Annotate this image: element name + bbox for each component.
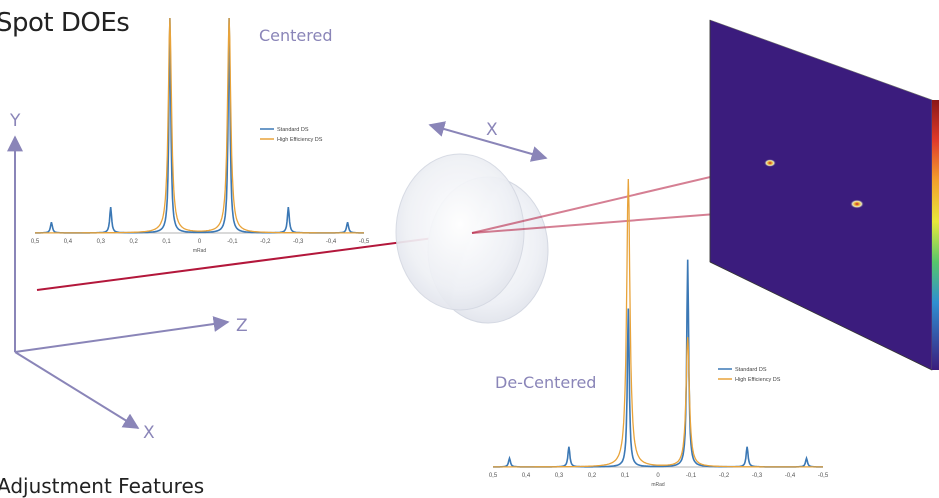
x-tick-label: 0,2 — [588, 473, 597, 479]
x-tick-label: 0,4 — [64, 239, 73, 245]
spot-upper — [764, 159, 776, 167]
x-tick-label: -0,3 — [293, 239, 304, 245]
legend-entry: Standard DS — [735, 367, 767, 373]
x-axis-title: mRad — [651, 482, 665, 488]
chart-centered: 0,5 0,4 0,3 0,2 0,1 0 -0,1 -0,2 -0,3 -0,4 -0,5 mRad… — [31, 17, 370, 254]
legend-entry: High Efficiency DS — [277, 137, 323, 143]
chart-label-decentered: De-Centered — [495, 373, 597, 392]
x-tick-label: 0 — [198, 239, 202, 245]
axis-label-x: X — [143, 423, 155, 443]
x-tick-label: 0 — [656, 473, 660, 479]
legend-entry: High Efficiency DS — [735, 377, 781, 383]
x-tick-label: -0,1 — [686, 473, 697, 479]
series-line-high-efficiency — [35, 17, 364, 234]
legend-entry: Standard DS — [277, 127, 309, 133]
x-tick-label: 0,3 — [97, 239, 106, 245]
axis-label-y: Y — [10, 111, 21, 131]
series-line-standard — [35, 17, 364, 234]
x-tick-label: -0,1 — [227, 239, 238, 245]
x-tick-label: -0,3 — [752, 473, 763, 479]
detector-screen — [709, 19, 939, 371]
x-tick-label: 0,2 — [130, 239, 139, 245]
x-tick-label: -0,2 — [719, 473, 730, 479]
x-tick-label: 0,5 — [31, 239, 40, 245]
x-tick-label: -0,4 — [326, 239, 337, 245]
x-tick-label: -0,4 — [785, 473, 796, 479]
optical-diagram: 0,5 0,4 0,3 0,2 0,1 0 -0,1 -0,2 -0,3 -0,4 -0,5 mRad… — [7, 17, 939, 488]
x-axis-arrow — [14, 351, 140, 429]
x-tick-label: -0,2 — [260, 239, 271, 245]
x-tick-label: 0,1 — [162, 239, 171, 245]
lens — [395, 153, 549, 324]
colorbar — [932, 100, 939, 370]
x-axis-title: mRad — [193, 248, 207, 254]
z-axis-arrow — [14, 316, 230, 353]
coordinate-axes — [7, 135, 230, 429]
x-tick-label: 0,1 — [621, 473, 630, 479]
series-line-high-efficiency — [493, 178, 823, 468]
chart-decentered: 0,5 0,4 0,3 0,2 0,1 0 -0,1 -0,2 -0,3 -0,4 -0,5 mRad… — [489, 178, 829, 488]
page-title: Spot DOEs — [0, 8, 130, 38]
spot-lower — [850, 199, 864, 209]
lens-motion-arrow — [428, 121, 548, 162]
x-tick-label: -0,5 — [359, 239, 370, 245]
x-tick-label: 0,3 — [555, 473, 564, 479]
chart-label-centered: Centered — [259, 26, 333, 45]
x-tick-label: 0,5 — [489, 473, 498, 479]
x-tick-label: -0,5 — [818, 473, 829, 479]
axis-label-z: Z — [236, 316, 248, 336]
x-tick-label: 0,4 — [522, 473, 531, 479]
